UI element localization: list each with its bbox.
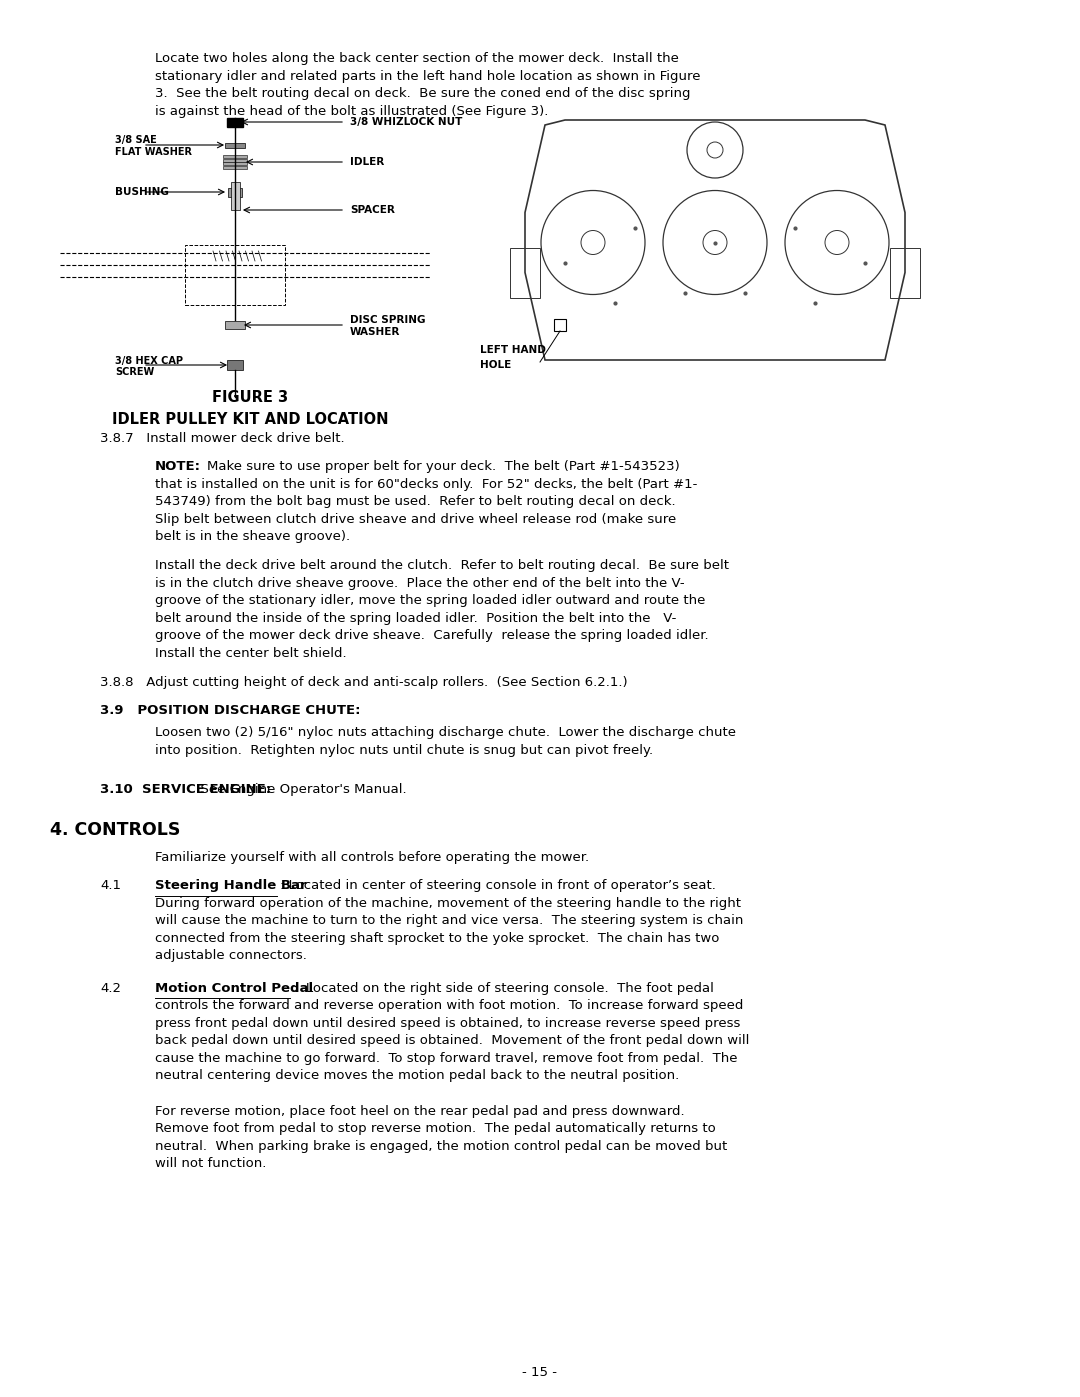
- Text: 3.8.7   Install mower deck drive belt.: 3.8.7 Install mower deck drive belt.: [100, 432, 345, 446]
- Text: Steering Handle Bar: Steering Handle Bar: [156, 880, 307, 893]
- Text: 4.2: 4.2: [100, 982, 121, 995]
- Text: belt is in the sheave groove).: belt is in the sheave groove).: [156, 529, 350, 543]
- Text: 4.1: 4.1: [100, 880, 121, 893]
- Bar: [230, 182, 240, 210]
- Text: press front pedal down until desired speed is obtained, to increase reverse spee: press front pedal down until desired spe…: [156, 1017, 741, 1030]
- Text: LEFT HAND: LEFT HAND: [480, 345, 545, 355]
- Text: into position.  Retighten nyloc nuts until chute is snug but can pivot freely.: into position. Retighten nyloc nuts unti…: [156, 745, 653, 757]
- Text: Locate two holes along the back center section of the mower deck.  Install the: Locate two holes along the back center s…: [156, 52, 679, 66]
- Text: Make sure to use proper belt for your deck.  The belt (Part #1-543523): Make sure to use proper belt for your de…: [207, 460, 679, 474]
- Text: Slip belt between clutch drive sheave and drive wheel release rod (make sure: Slip belt between clutch drive sheave an…: [156, 513, 676, 525]
- Text: WASHER: WASHER: [350, 327, 401, 337]
- Text: IDLER: IDLER: [350, 156, 384, 168]
- Bar: [227, 117, 243, 127]
- Text: connected from the steering shaft sprocket to the yoke sprocket.  The chain has : connected from the steering shaft sprock…: [156, 932, 719, 944]
- Bar: [554, 319, 566, 331]
- Text: See Engine Operator's Manual.: See Engine Operator's Manual.: [192, 784, 407, 796]
- Bar: [222, 162, 247, 165]
- Text: Remove foot from pedal to stop reverse motion.  The pedal automatically returns : Remove foot from pedal to stop reverse m…: [156, 1123, 716, 1136]
- Text: that is installed on the unit is for 60"decks only.  For 52" decks, the belt (Pa: that is installed on the unit is for 60"…: [156, 478, 698, 490]
- Text: will cause the machine to turn to the right and vice versa.  The steering system: will cause the machine to turn to the ri…: [156, 915, 743, 928]
- Text: adjustable connectors.: adjustable connectors.: [156, 950, 307, 963]
- Bar: [510, 247, 540, 298]
- Text: 3.8.8   Adjust cutting height of deck and anti-scalp rollers.  (See Section 6.2.: 3.8.8 Adjust cutting height of deck and …: [100, 676, 627, 690]
- Text: 3.10  SERVICE ENGINE:: 3.10 SERVICE ENGINE:: [100, 784, 271, 796]
- Text: Install the center belt shield.: Install the center belt shield.: [156, 647, 347, 659]
- Text: BUSHING: BUSHING: [114, 187, 168, 197]
- Text: cause the machine to go forward.  To stop forward travel, remove foot from pedal: cause the machine to go forward. To stop…: [156, 1052, 738, 1065]
- Text: will not function.: will not function.: [156, 1158, 267, 1171]
- Text: IDLER PULLEY KIT AND LOCATION: IDLER PULLEY KIT AND LOCATION: [111, 412, 388, 427]
- Bar: [225, 142, 245, 148]
- Text: NOTE:: NOTE:: [156, 460, 201, 474]
- Text: :  Located on the right side of steering console.  The foot pedal: : Located on the right side of steering …: [293, 982, 714, 995]
- Text: 3.9   POSITION DISCHARGE CHUTE:: 3.9 POSITION DISCHARGE CHUTE:: [100, 704, 361, 718]
- Bar: [228, 187, 242, 197]
- Text: controls the forward and reverse operation with foot motion.  To increase forwar: controls the forward and reverse operati…: [156, 999, 743, 1013]
- Text: FIGURE 3: FIGURE 3: [212, 390, 288, 405]
- Text: During forward operation of the machine, movement of the steering handle to the : During forward operation of the machine,…: [156, 897, 741, 909]
- Bar: [222, 158, 247, 162]
- Bar: [222, 155, 247, 158]
- Text: 4. CONTROLS: 4. CONTROLS: [50, 821, 180, 840]
- Text: Motion Control Pedal: Motion Control Pedal: [156, 982, 313, 995]
- Text: belt around the inside of the spring loaded idler.  Position the belt into the  : belt around the inside of the spring loa…: [156, 612, 676, 624]
- Text: For reverse motion, place foot heel on the rear pedal pad and press downward.: For reverse motion, place foot heel on t…: [156, 1105, 685, 1118]
- Text: : Located in center of steering console in front of operator’s seat.: : Located in center of steering console …: [280, 880, 716, 893]
- Text: stationary idler and related parts in the left hand hole location as shown in Fi: stationary idler and related parts in th…: [156, 70, 701, 82]
- Bar: [185, 244, 285, 305]
- Text: back pedal down until desired speed is obtained.  Movement of the front pedal do: back pedal down until desired speed is o…: [156, 1035, 750, 1048]
- Text: 3/8 WHIZLOCK NUT: 3/8 WHIZLOCK NUT: [350, 117, 462, 127]
- Text: SCREW: SCREW: [114, 367, 154, 377]
- Text: 3.  See the belt routing decal on deck.  Be sure the coned end of the disc sprin: 3. See the belt routing decal on deck. B…: [156, 87, 690, 101]
- Text: SPACER: SPACER: [350, 205, 395, 215]
- Text: groove of the stationary idler, move the spring loaded idler outward and route t: groove of the stationary idler, move the…: [156, 595, 705, 608]
- Bar: [890, 247, 920, 298]
- Text: 3/8 HEX CAP: 3/8 HEX CAP: [114, 356, 183, 366]
- Text: Familiarize yourself with all controls before operating the mower.: Familiarize yourself with all controls b…: [156, 852, 589, 865]
- Text: - 15 -: - 15 -: [523, 1366, 557, 1379]
- Bar: [225, 321, 245, 330]
- Text: is in the clutch drive sheave groove.  Place the other end of the belt into the : is in the clutch drive sheave groove. Pl…: [156, 577, 685, 590]
- Text: Loosen two (2) 5/16" nyloc nuts attaching discharge chute.  Lower the discharge : Loosen two (2) 5/16" nyloc nuts attachin…: [156, 726, 735, 739]
- Text: neutral.  When parking brake is engaged, the motion control pedal can be moved b: neutral. When parking brake is engaged, …: [156, 1140, 727, 1153]
- Text: groove of the mower deck drive sheave.  Carefully  release the spring loaded idl: groove of the mower deck drive sheave. C…: [156, 630, 708, 643]
- Text: 543749) from the bolt bag must be used.  Refer to belt routing decal on deck.: 543749) from the bolt bag must be used. …: [156, 495, 676, 509]
- Text: DISC SPRING: DISC SPRING: [350, 314, 426, 326]
- Bar: [222, 165, 247, 169]
- Bar: [227, 360, 243, 370]
- Text: FLAT WASHER: FLAT WASHER: [114, 147, 192, 156]
- Text: is against the head of the bolt as illustrated (See Figure 3).: is against the head of the bolt as illus…: [156, 105, 549, 117]
- Text: neutral centering device moves the motion pedal back to the neutral position.: neutral centering device moves the motio…: [156, 1070, 679, 1083]
- Text: HOLE: HOLE: [480, 360, 511, 370]
- Text: Install the deck drive belt around the clutch.  Refer to belt routing decal.  Be: Install the deck drive belt around the c…: [156, 560, 729, 573]
- Text: 3/8 SAE: 3/8 SAE: [114, 136, 157, 145]
